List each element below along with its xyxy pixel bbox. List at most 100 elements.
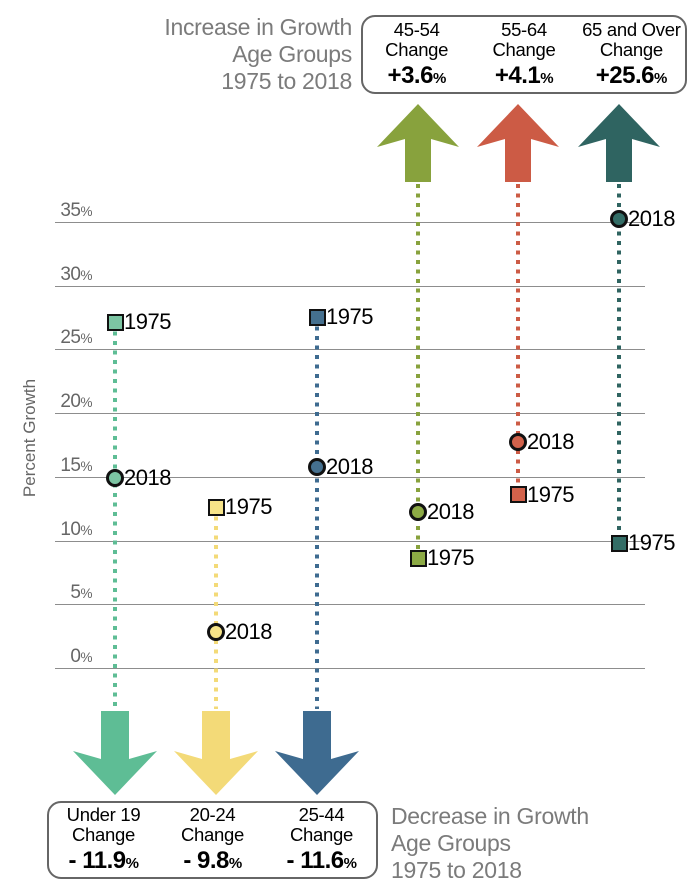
change-value-number: +25.6 bbox=[595, 61, 655, 89]
marker-label-2018: 2018 bbox=[527, 429, 574, 455]
marker-label-1975: 1975 bbox=[628, 530, 675, 556]
grid-line bbox=[55, 221, 645, 223]
percent-sign: % bbox=[80, 650, 92, 665]
marker-square-1975 bbox=[610, 534, 628, 552]
change-value-number: - 9.8 bbox=[183, 847, 229, 874]
change-column: Under 19 Change - 11.9% bbox=[49, 805, 158, 875]
marker-label-1975: 1975 bbox=[527, 481, 574, 507]
percent-sign: % bbox=[343, 855, 357, 872]
grid-line bbox=[55, 413, 645, 415]
change-column-label-line: Change bbox=[599, 38, 663, 60]
increase-title-line: 1975 to 2018 bbox=[221, 68, 352, 94]
change-column-label-line: 45-54 bbox=[393, 18, 440, 40]
up-arrow-icon bbox=[477, 104, 559, 182]
percent-sign: % bbox=[80, 203, 92, 219]
y-axis-tick: 10% bbox=[38, 519, 92, 541]
grid-line bbox=[55, 540, 645, 542]
marker-label-2018: 2018 bbox=[225, 619, 272, 645]
down-arrow-icon bbox=[73, 711, 157, 795]
marker-circle-2018 bbox=[106, 469, 124, 488]
increase-change-box: 45-54 Change +3.6% 55-64 Change +4.1% 65 and O… bbox=[361, 15, 687, 94]
marker-label-1975: 1975 bbox=[225, 494, 272, 520]
y-axis-tick: 20% bbox=[38, 391, 92, 413]
percent-sign: % bbox=[80, 267, 92, 283]
change-column-label-line: Change bbox=[180, 824, 244, 845]
marker-square-1975 bbox=[308, 308, 326, 326]
decrease-change-box: Under 19 Change - 11.9% 20-24 Change - 9.8% 25… bbox=[47, 801, 378, 879]
y-axis-tick: 30% bbox=[38, 264, 92, 286]
y-axis-tick-value: 25 bbox=[60, 327, 81, 349]
change-value-number: +4.1 bbox=[494, 61, 541, 89]
marker-circle-2018 bbox=[610, 210, 628, 229]
change-column-label: 20-24 Change bbox=[158, 805, 267, 845]
increase-title: Increase in Growth Age Groups 1975 to 20… bbox=[164, 14, 352, 95]
change-value: - 11.9% bbox=[49, 847, 158, 875]
change-column-label-line: 25-44 bbox=[298, 804, 345, 825]
percent-sign: % bbox=[80, 586, 92, 602]
y-axis-tick-value: 0 bbox=[70, 646, 81, 667]
change-column-label-line: Under 19 bbox=[66, 804, 141, 825]
dotted-connector bbox=[617, 184, 621, 544]
change-value-number: - 11.9 bbox=[68, 847, 127, 874]
down-arrow-icon bbox=[275, 711, 359, 795]
percent-sign: % bbox=[80, 331, 92, 347]
percent-sign: % bbox=[125, 855, 139, 872]
y-axis-tick-value: 10 bbox=[60, 518, 81, 540]
change-value: +3.6% bbox=[363, 62, 470, 90]
y-axis-tick-value: 5 bbox=[70, 582, 81, 604]
decrease-title: Decrease in Growth Age Groups 1975 to 20… bbox=[391, 803, 589, 884]
dotted-connector bbox=[214, 507, 218, 709]
change-column-label-line: 65 and Over bbox=[582, 18, 681, 40]
change-column-label-line: 55-64 bbox=[501, 18, 547, 40]
percent-sign: % bbox=[540, 69, 554, 87]
change-column-label-line: Change bbox=[492, 38, 556, 60]
change-column-label: 55-64 Change bbox=[470, 18, 577, 60]
y-axis-tick: 0% bbox=[38, 646, 92, 668]
change-column-label: 45-54 Change bbox=[363, 18, 470, 60]
y-axis-tick: 15% bbox=[38, 455, 92, 477]
change-column-label: Under 19 Change bbox=[49, 805, 158, 845]
decrease-title-line: Age Groups bbox=[391, 830, 511, 856]
percent-sign: % bbox=[654, 69, 667, 87]
change-column: 55-64 Change +4.1% bbox=[470, 18, 577, 90]
marker-label-2018: 2018 bbox=[326, 453, 373, 479]
change-column: 65 and Over Change +25.6% bbox=[578, 18, 685, 90]
marker-square-1975 bbox=[409, 549, 427, 567]
change-value-number: - 11.6 bbox=[286, 847, 345, 874]
percent-sign: % bbox=[432, 69, 446, 87]
marker-circle-2018 bbox=[207, 623, 225, 642]
grid-line bbox=[55, 476, 645, 478]
change-column-label-line: Change bbox=[385, 38, 449, 60]
change-column-label-line: 20-24 bbox=[189, 804, 236, 825]
dotted-connector bbox=[516, 184, 520, 495]
change-column: 20-24 Change - 9.8% bbox=[158, 805, 267, 875]
marker-label-2018: 2018 bbox=[628, 206, 675, 232]
y-axis-tick: 25% bbox=[38, 327, 92, 349]
marker-label-2018: 2018 bbox=[124, 465, 171, 491]
dotted-connector bbox=[315, 317, 319, 709]
marker-label-1975: 1975 bbox=[124, 309, 171, 335]
decrease-title-line: Decrease in Growth bbox=[391, 803, 589, 829]
marker-label-1975: 1975 bbox=[427, 545, 474, 571]
y-axis-tick-value: 15 bbox=[60, 454, 81, 476]
change-column-label: 25-44 Change bbox=[267, 805, 376, 845]
y-axis-tick-value: 30 bbox=[60, 263, 81, 285]
y-axis-tick-value: 20 bbox=[60, 391, 81, 412]
marker-square-1975 bbox=[509, 486, 527, 504]
percent-sign: % bbox=[80, 395, 92, 410]
grid-line bbox=[55, 285, 645, 287]
grid-line bbox=[55, 668, 645, 670]
y-axis-tick-value: 35 bbox=[60, 199, 81, 221]
grid-line bbox=[55, 604, 645, 606]
percent-sign: % bbox=[228, 855, 242, 872]
marker-circle-2018 bbox=[308, 457, 326, 476]
marker-label-1975: 1975 bbox=[326, 304, 373, 330]
dotted-connector bbox=[416, 184, 420, 559]
dotted-connector bbox=[113, 322, 117, 709]
up-arrow-icon bbox=[377, 104, 459, 182]
increase-title-line: Age Groups bbox=[232, 41, 352, 67]
change-value-number: +3.6 bbox=[387, 61, 434, 89]
change-value: +25.6% bbox=[578, 62, 685, 90]
percent-sign: % bbox=[80, 458, 92, 474]
